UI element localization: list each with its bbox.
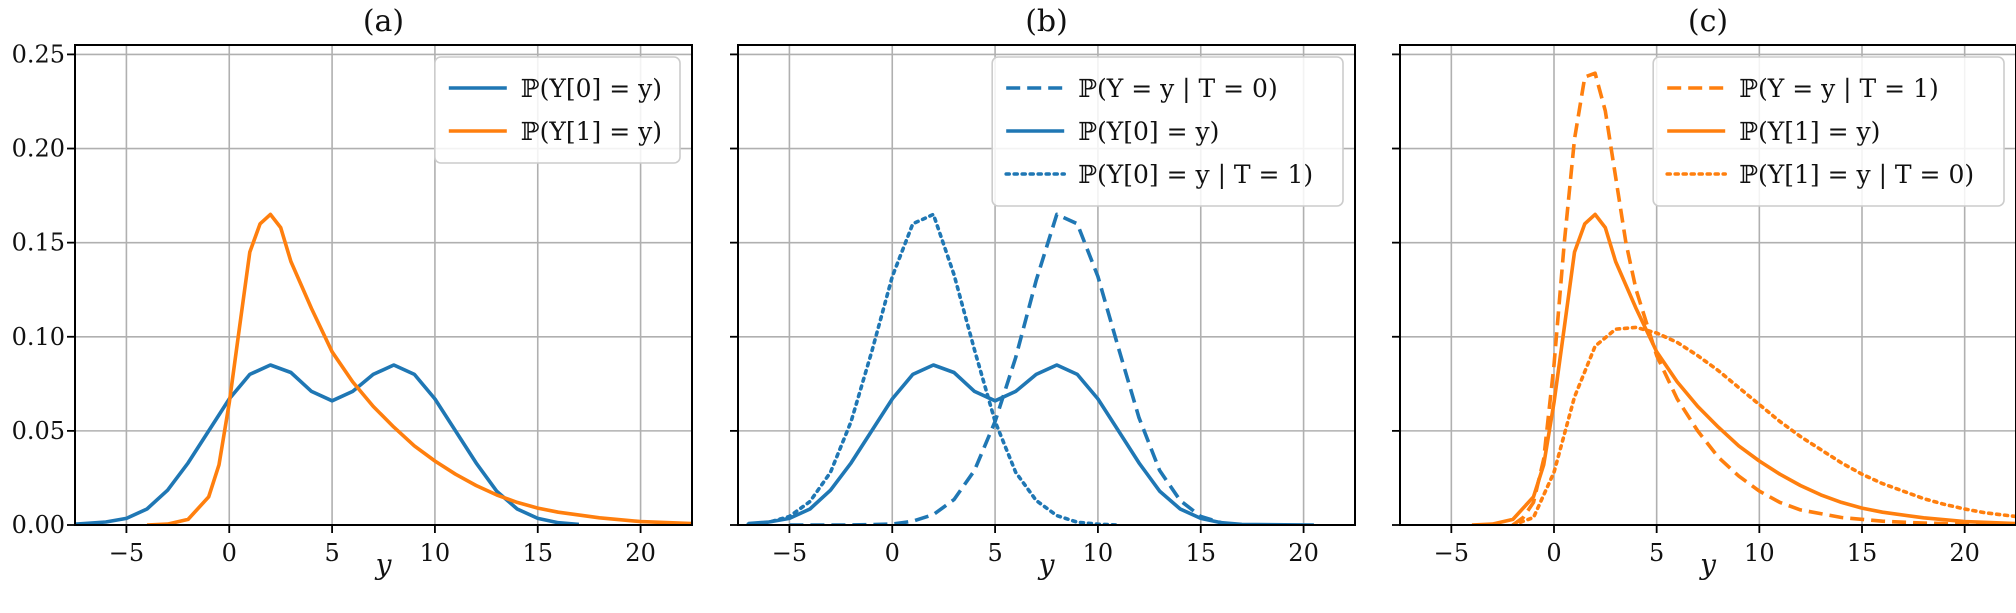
- axes-frame: [1399, 44, 2016, 526]
- series-line-solid: [146, 212, 692, 525]
- x-tick-label: 15: [1185, 539, 1216, 567]
- y-tick-label: 0.10: [12, 323, 65, 351]
- x-tick-label: 20: [625, 539, 656, 567]
- x-tick-label: 20: [1288, 539, 1319, 567]
- legend-label: ℙ(Y = y | T = 1): [1739, 74, 1939, 104]
- panel-b: −5 0 5 10 15 20 (b) y ℙ(Y = y | T = 0) ℙ(Y[0] = y…: [730, 4, 1356, 581]
- x-tick-label: 10: [1744, 539, 1775, 567]
- panel-title: (b): [1025, 4, 1068, 39]
- legend-label: ℙ(Y[0] = y | T = 1): [1078, 160, 1313, 190]
- y-tick-label: 0.00: [12, 511, 65, 539]
- series-line-dashed: [789, 212, 1222, 525]
- panel-title: (a): [363, 4, 404, 39]
- x-tick-label: 20: [1949, 539, 1980, 567]
- y-tick-label: 0.05: [12, 417, 65, 445]
- axes-frame: [74, 44, 693, 526]
- x-tick-label: 5: [1649, 539, 1664, 567]
- series-group: [75, 212, 692, 525]
- x-axis-label: y: [374, 548, 393, 581]
- x-tick-label: 0: [1546, 539, 1561, 567]
- series-line-dotted: [746, 212, 1121, 525]
- x-tick-label: 10: [1083, 539, 1114, 567]
- legend-label: ℙ(Y[1] = y): [521, 117, 662, 146]
- series-line-dotted: [1511, 325, 2016, 525]
- series-group: [1471, 71, 2016, 525]
- legend: ℙ(Y = y | T = 1) ℙ(Y[1] = y) ℙ(Y[1] = y | …: [1652, 56, 2005, 207]
- y-tick-label: 0.20: [12, 135, 65, 163]
- axes-frame: [737, 44, 1356, 526]
- x-axis-label: y: [1698, 548, 1717, 581]
- x-tick-label: 5: [987, 539, 1002, 567]
- legend-label: ℙ(Y[0] = y): [1078, 117, 1219, 146]
- panel-c: −5 0 5 10 15 20 (c) y ℙ(Y = y | T = 1) ℙ(Y[1] = y…: [1392, 4, 2016, 581]
- panel-title: (c): [1688, 4, 1728, 39]
- series-line-solid: [1471, 212, 2016, 525]
- legend-box: [433, 56, 681, 164]
- legend-box: [1652, 56, 2005, 207]
- series-line-dashed: [1511, 71, 2016, 525]
- x-tick-label: 15: [1847, 539, 1878, 567]
- legend: ℙ(Y = y | T = 0) ℙ(Y[0] = y) ℙ(Y[0] = y | …: [991, 56, 1344, 207]
- x-tick-label: 10: [420, 539, 451, 567]
- legend-label: ℙ(Y[1] = y): [1739, 117, 1880, 146]
- x-tick-label: 0: [222, 539, 237, 567]
- series-line-solid: [748, 363, 1314, 525]
- x-tick-label: 15: [522, 539, 553, 567]
- x-tick-label: −5: [109, 539, 144, 567]
- legend-label: ℙ(Y = y | T = 0): [1078, 74, 1278, 104]
- legend-box: [991, 56, 1344, 207]
- x-tick-label: 0: [885, 539, 900, 567]
- x-tick-label: 5: [324, 539, 339, 567]
- panel-a: −5 0 5 10 15 20 0.00 0.05 0.10 0.15 0.20 0.25 (a) y ℙ(…: [12, 4, 693, 581]
- legend: ℙ(Y[0] = y) ℙ(Y[1] = y): [433, 56, 681, 164]
- series-group: [746, 212, 1314, 525]
- legend-label: ℙ(Y[0] = y): [521, 74, 662, 103]
- y-tick-label: 0.15: [12, 229, 65, 257]
- y-tick-label: 0.25: [12, 40, 65, 68]
- legend-label: ℙ(Y[1] = y | T = 0): [1739, 160, 1974, 190]
- x-tick-label: −5: [772, 539, 807, 567]
- x-tick-label: −5: [1434, 539, 1469, 567]
- x-axis-label: y: [1037, 548, 1056, 581]
- series-line-solid: [75, 363, 580, 525]
